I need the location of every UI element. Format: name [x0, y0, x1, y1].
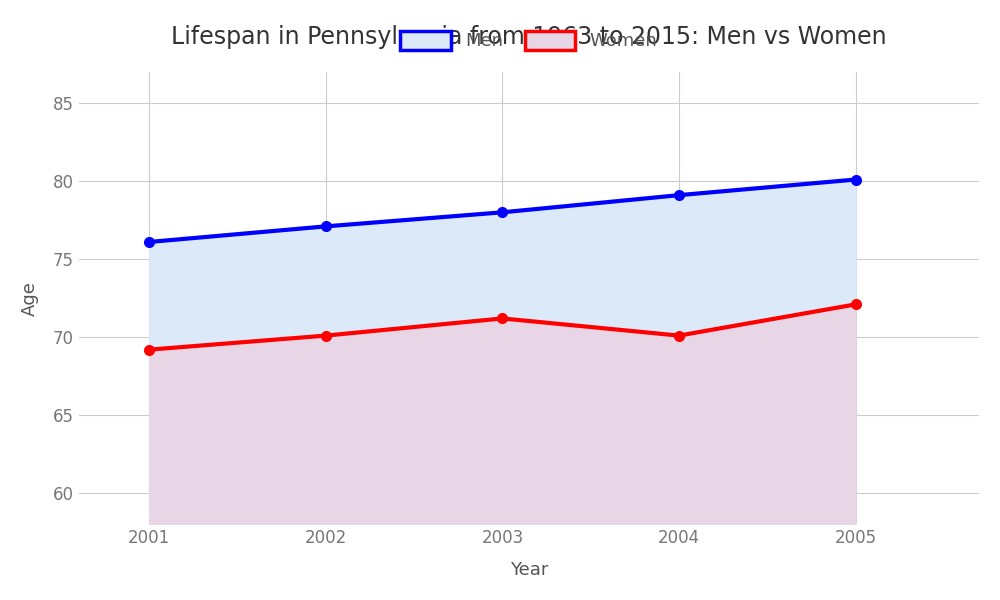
Title: Lifespan in Pennsylvania from 1963 to 2015: Men vs Women: Lifespan in Pennsylvania from 1963 to 20… [171, 25, 887, 49]
X-axis label: Year: Year [510, 561, 548, 579]
Y-axis label: Age: Age [21, 281, 39, 316]
Legend: Men, Women: Men, Women [391, 22, 667, 59]
